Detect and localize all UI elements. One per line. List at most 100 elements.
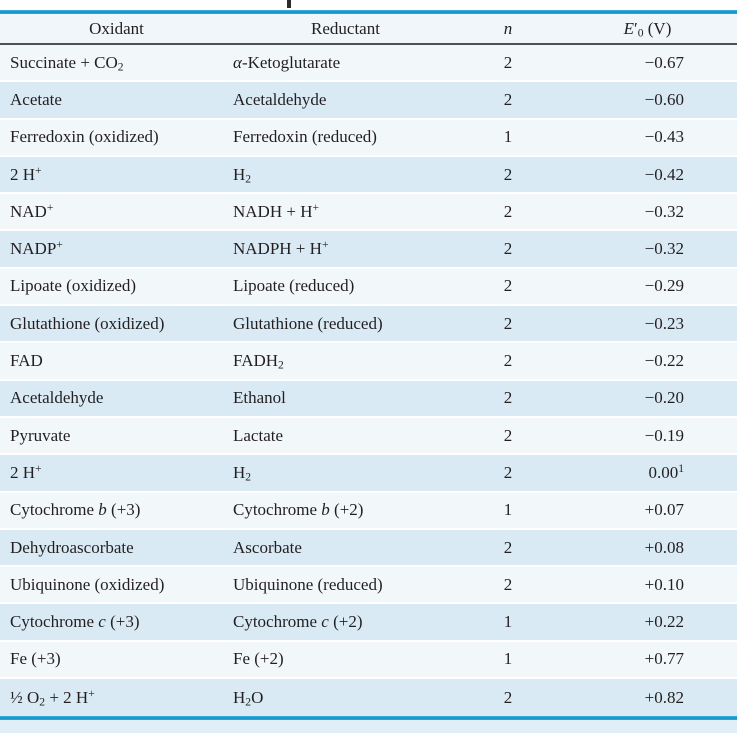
table-row: NADP+ NADPH + H+ 2 −0.32	[0, 231, 737, 269]
header-rule	[0, 43, 737, 45]
top-margin	[0, 0, 737, 10]
cell-reductant: Ethanol	[233, 388, 286, 408]
cell-reductant: Ubiquinone (reduced)	[233, 574, 383, 594]
column-header-reductant: Reductant	[311, 18, 380, 38]
table-row: NAD+ NADH + H+ 2 −0.32	[0, 194, 737, 232]
cell-e0: −0.43	[644, 127, 684, 147]
cell-e0: 0.001	[648, 462, 684, 482]
cell-oxidant: Glutathione (oxidized)	[10, 313, 165, 333]
cell-e0: −0.19	[644, 425, 684, 445]
cell-reductant: Fe (+2)	[233, 649, 284, 669]
cell-e0: −0.20	[644, 388, 684, 408]
cell-e0: −0.29	[644, 276, 684, 296]
cell-e0: −0.23	[644, 313, 684, 333]
table-row: Cytochrome b (+3) Cytochrome b (+2) 1 +0…	[0, 492, 737, 530]
cropped-caption-fragment	[287, 0, 291, 8]
cell-oxidant: ½ O2 + 2 H+	[10, 686, 95, 709]
cell-oxidant: Ferredoxin (oxidized)	[10, 127, 159, 147]
cell-oxidant: Cytochrome c (+3)	[10, 612, 140, 632]
cell-oxidant: FAD	[10, 351, 43, 371]
cell-n: 2	[503, 276, 513, 296]
cell-oxidant: Fe (+3)	[10, 649, 61, 669]
cell-n: 1	[503, 500, 513, 520]
cell-n: 2	[503, 537, 513, 557]
cell-oxidant: NAD+	[10, 201, 54, 221]
cell-reductant: Lactate	[233, 425, 284, 445]
table-row: FAD FADH2 2 −0.22	[0, 343, 737, 381]
cell-e0: +0.82	[644, 687, 684, 707]
cell-oxidant: 2 H+	[10, 163, 42, 184]
table-row: 2 H+ H2 2 −0.42	[0, 156, 737, 195]
cell-n: 2	[503, 52, 513, 72]
cell-e0: −0.32	[644, 239, 684, 259]
table-row: Ubiquinone (oxidized) Ubiquinone (reduce…	[0, 567, 737, 605]
cell-oxidant: Pyruvate	[10, 425, 71, 445]
table-row: ½ O2 + 2 H+ H2O 2 +0.82	[0, 679, 737, 717]
cell-e0: −0.22	[644, 351, 684, 371]
table-row: Ferredoxin (oxidized) Ferredoxin (reduce…	[0, 119, 737, 157]
cell-e0: +0.10	[644, 574, 684, 594]
table-row: Fe (+3) Fe (+2) 1 +0.77	[0, 641, 737, 680]
cell-n: 2	[503, 574, 513, 594]
cell-reductant: Ascorbate	[233, 537, 302, 557]
table-row: Cytochrome c (+3) Cytochrome c (+2) 1 +0…	[0, 604, 737, 642]
cell-n: 2	[503, 425, 513, 445]
cell-n: 1	[503, 612, 513, 632]
cell-oxidant: Lipoate (oxidized)	[10, 276, 137, 296]
table-body: Succinate + CO2 α-Ketoglutarate 2 −0.67 …	[0, 45, 737, 717]
cell-oxidant: Ubiquinone (oxidized)	[10, 574, 165, 594]
cell-oxidant: Acetaldehyde	[10, 388, 104, 408]
cell-e0: −0.60	[644, 89, 684, 109]
cell-n: 2	[503, 164, 513, 184]
cell-n: 2	[503, 388, 513, 408]
cell-reductant: NADPH + H+	[233, 238, 329, 259]
cell-reductant: H2	[233, 164, 252, 186]
table-row: Succinate + CO2 α-Ketoglutarate 2 −0.67	[0, 45, 737, 83]
table-row: Dehydroascorbate Ascorbate 2 +0.08	[0, 529, 737, 568]
cell-reductant: α-Ketoglutarate	[233, 52, 341, 72]
cell-n: 2	[503, 351, 513, 371]
cell-n: 2	[503, 89, 513, 109]
cell-oxidant: NADP+	[10, 238, 63, 259]
column-header-oxidant: Oxidant	[89, 18, 144, 38]
cell-oxidant: Succinate + CO2	[10, 52, 124, 74]
cell-reductant: H2O	[233, 687, 264, 709]
cell-e0: +0.22	[644, 612, 684, 632]
column-header-n: n	[503, 18, 513, 38]
cell-n: 2	[503, 313, 513, 333]
cell-reductant: FADH2	[233, 351, 284, 372]
cell-n: 2	[503, 239, 513, 259]
footnote-area-strip	[0, 720, 737, 733]
table-row: Pyruvate Lactate 2 −0.19	[0, 417, 737, 456]
cell-reductant: Ferredoxin (reduced)	[233, 127, 377, 147]
cell-reductant: Glutathione (reduced)	[233, 313, 383, 333]
cell-reductant: Acetaldehyde	[233, 89, 327, 109]
table-top-border	[0, 10, 737, 14]
cell-reductant: Cytochrome c (+2)	[233, 612, 363, 632]
cell-e0: −0.32	[644, 201, 684, 221]
cell-e0: +0.77	[644, 649, 684, 669]
cell-e0: −0.42	[644, 164, 684, 184]
cell-reductant: NADH + H+	[233, 201, 319, 221]
cell-reductant: Lipoate (reduced)	[233, 276, 355, 296]
column-header-e0: E′0 (V)	[623, 18, 672, 40]
table-row: Acetate Acetaldehyde 2 −0.60	[0, 82, 737, 120]
table-row: 2 H+ H2 2 0.001	[0, 455, 737, 493]
cell-oxidant: Cytochrome b (+3)	[10, 500, 141, 520]
cell-reductant: H2	[233, 462, 252, 484]
cell-n: 2	[503, 687, 513, 707]
cell-oxidant: 2 H+	[10, 462, 42, 482]
cell-reductant: Cytochrome b (+2)	[233, 500, 364, 520]
table-row: Glutathione (oxidized) Glutathione (redu…	[0, 306, 737, 344]
table-header-row: Oxidant Reductant n E′0 (V)	[0, 14, 737, 43]
cell-e0: −0.67	[644, 52, 684, 72]
cell-e0: +0.07	[644, 500, 684, 520]
table-row: Lipoate (oxidized) Lipoate (reduced) 2 −…	[0, 268, 737, 307]
cell-n: 2	[503, 462, 513, 482]
cell-n: 1	[503, 127, 513, 147]
table-bottom-border	[0, 716, 737, 721]
cell-n: 2	[503, 201, 513, 221]
cell-e0: +0.08	[644, 537, 684, 557]
cell-n: 1	[503, 649, 513, 669]
